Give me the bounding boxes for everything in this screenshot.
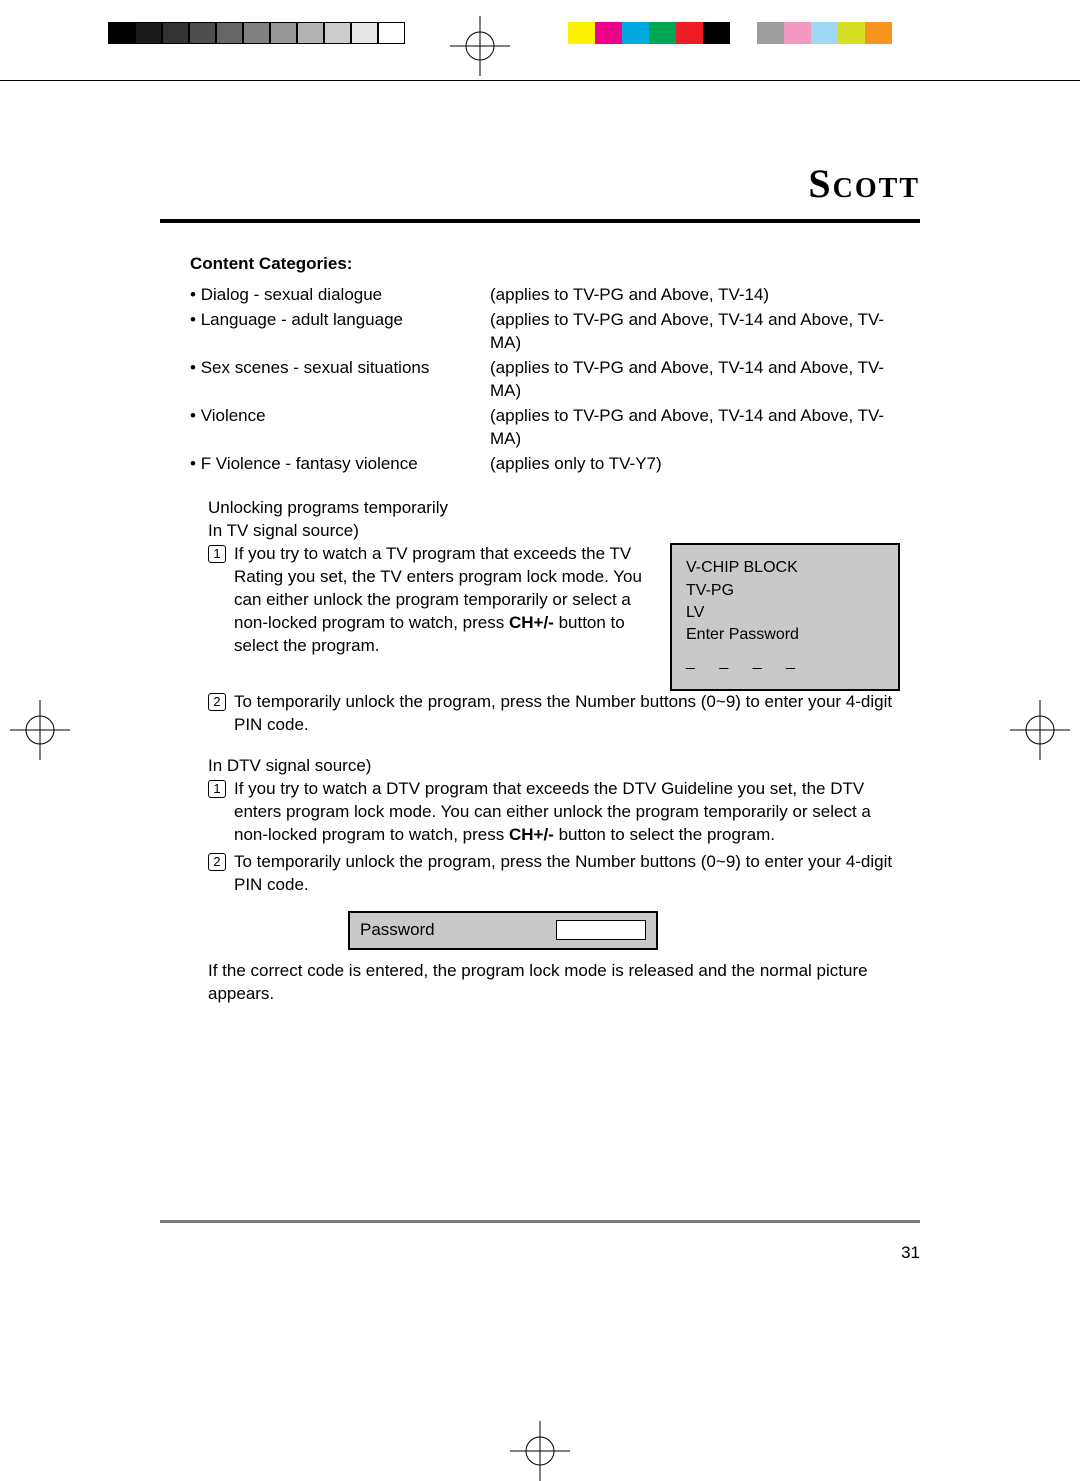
- gray-swatch: [351, 22, 378, 44]
- color-swatch: [865, 22, 892, 44]
- category-name: Violence: [190, 405, 490, 451]
- printer-top-marks: [0, 22, 1080, 82]
- tv-source-label: In TV signal source): [208, 520, 900, 543]
- category-applies: (applies to TV-PG and Above, TV-14 and A…: [490, 309, 900, 355]
- color-swatch: [838, 22, 865, 44]
- password-field[interactable]: [556, 920, 646, 940]
- numbered-step: 2 To temporarily unlock the program, pres…: [208, 851, 900, 897]
- category-row: Language - adult language(applies to TV-…: [190, 309, 900, 355]
- category-name: Language - adult language: [190, 309, 490, 355]
- unlock-heading: Unlocking programs temporarily: [208, 497, 900, 520]
- color-swatch: [649, 22, 676, 44]
- vchip-line3: LV: [686, 602, 884, 624]
- vchip-dashes: _ _ _ _: [686, 651, 884, 673]
- bold-key: CH+/-: [509, 613, 554, 632]
- page-number: 31: [160, 1243, 920, 1263]
- gray-swatch: [162, 22, 189, 44]
- gray-swatch: [189, 22, 216, 44]
- category-applies: (applies to TV-PG and Above, TV-14 and A…: [490, 405, 900, 451]
- page-footer: 31: [160, 1220, 920, 1263]
- gray-swatch: [297, 22, 324, 44]
- category-name: Dialog - sexual dialogue: [190, 284, 490, 307]
- step-number-icon: 1: [208, 780, 226, 798]
- password-label: Password: [360, 919, 435, 942]
- gray-ramp: [108, 22, 405, 44]
- dtv-source-label: In DTV signal source): [208, 755, 900, 778]
- numbered-step: 2 To temporarily unlock the program, pres…: [208, 691, 900, 737]
- category-name: Sex scenes - sexual situations: [190, 357, 490, 403]
- closing-text: If the correct code is entered, the prog…: [208, 960, 900, 1006]
- unlock-section: Unlocking programs temporarily In TV sig…: [208, 497, 900, 1005]
- category-applies: (applies to TV-PG and Above, TV-14 and A…: [490, 357, 900, 403]
- step-text: If you try to watch a TV program that ex…: [234, 543, 650, 658]
- category-applies: (applies to TV-PG and Above, TV-14): [490, 284, 900, 307]
- numbered-step: 1 If you try to watch a TV program that e…: [208, 543, 650, 658]
- gray-swatch: [108, 22, 135, 44]
- gray-swatch: [378, 22, 405, 44]
- vchip-line2: TV-PG: [686, 580, 884, 602]
- color-swatch: [703, 22, 730, 44]
- color-swatch: [568, 22, 595, 44]
- category-list: Dialog - sexual dialogue(applies to TV-P…: [190, 284, 900, 476]
- body-text: Content Categories: Dialog - sexual dial…: [160, 223, 920, 1006]
- tv-steps-wide: 2 To temporarily unlock the program, pres…: [208, 691, 900, 737]
- crosshair-top-icon: [450, 16, 510, 76]
- gray-swatch: [243, 22, 270, 44]
- crosshair-right-icon: [1010, 700, 1070, 760]
- crosshair-bottom-icon: [510, 1421, 570, 1481]
- category-name: F Violence - fantasy violence: [190, 453, 490, 476]
- category-row: Sex scenes - sexual situations(applies t…: [190, 357, 900, 403]
- brand-logo: Scott: [160, 160, 920, 207]
- tv-steps: 1 If you try to watch a TV program that e…: [208, 543, 650, 662]
- step-text: To temporarily unlock the program, press…: [234, 851, 900, 897]
- gray-swatch: [135, 22, 162, 44]
- top-trim-line: [0, 80, 1080, 81]
- gray-swatch: [216, 22, 243, 44]
- step-number-icon: 2: [208, 853, 226, 871]
- vchip-line1: V-CHIP BLOCK: [686, 557, 884, 579]
- step-text: If you try to watch a DTV program that e…: [234, 778, 900, 847]
- category-row: Dialog - sexual dialogue(applies to TV-P…: [190, 284, 900, 307]
- color-swatch: [784, 22, 811, 44]
- color-ramp: [568, 22, 892, 44]
- document-frame: Scott Content Categories: Dialog - sexua…: [160, 160, 920, 1006]
- category-row: Violence(applies to TV-PG and Above, TV-…: [190, 405, 900, 451]
- color-swatch: [622, 22, 649, 44]
- step-text: To temporarily unlock the program, press…: [234, 691, 900, 737]
- color-swatch: [811, 22, 838, 44]
- bold-key: CH+/-: [509, 825, 554, 844]
- step-number-icon: 1: [208, 545, 226, 563]
- crosshair-left-icon: [10, 700, 70, 760]
- dtv-steps: 1 If you try to watch a DTV program that …: [208, 778, 900, 897]
- category-row: F Violence - fantasy violence(applies on…: [190, 453, 900, 476]
- color-swatch: [730, 22, 757, 44]
- color-swatch: [676, 22, 703, 44]
- step-number-icon: 2: [208, 693, 226, 711]
- color-swatch: [757, 22, 784, 44]
- vchip-line4: Enter Password: [686, 624, 884, 646]
- vchip-block-box: V-CHIP BLOCK TV-PG LV Enter Password _ _…: [670, 543, 900, 691]
- password-box: Password: [348, 911, 658, 950]
- page: Scott Content Categories: Dialog - sexua…: [0, 0, 1080, 1481]
- gray-swatch: [324, 22, 351, 44]
- color-swatch: [595, 22, 622, 44]
- gray-swatch: [270, 22, 297, 44]
- section-title: Content Categories:: [190, 253, 900, 276]
- numbered-step: 1 If you try to watch a DTV program that …: [208, 778, 900, 847]
- footer-rule: [160, 1220, 920, 1223]
- tv-row: 1 If you try to watch a TV program that e…: [208, 543, 900, 691]
- category-applies: (applies only to TV-Y7): [490, 453, 900, 476]
